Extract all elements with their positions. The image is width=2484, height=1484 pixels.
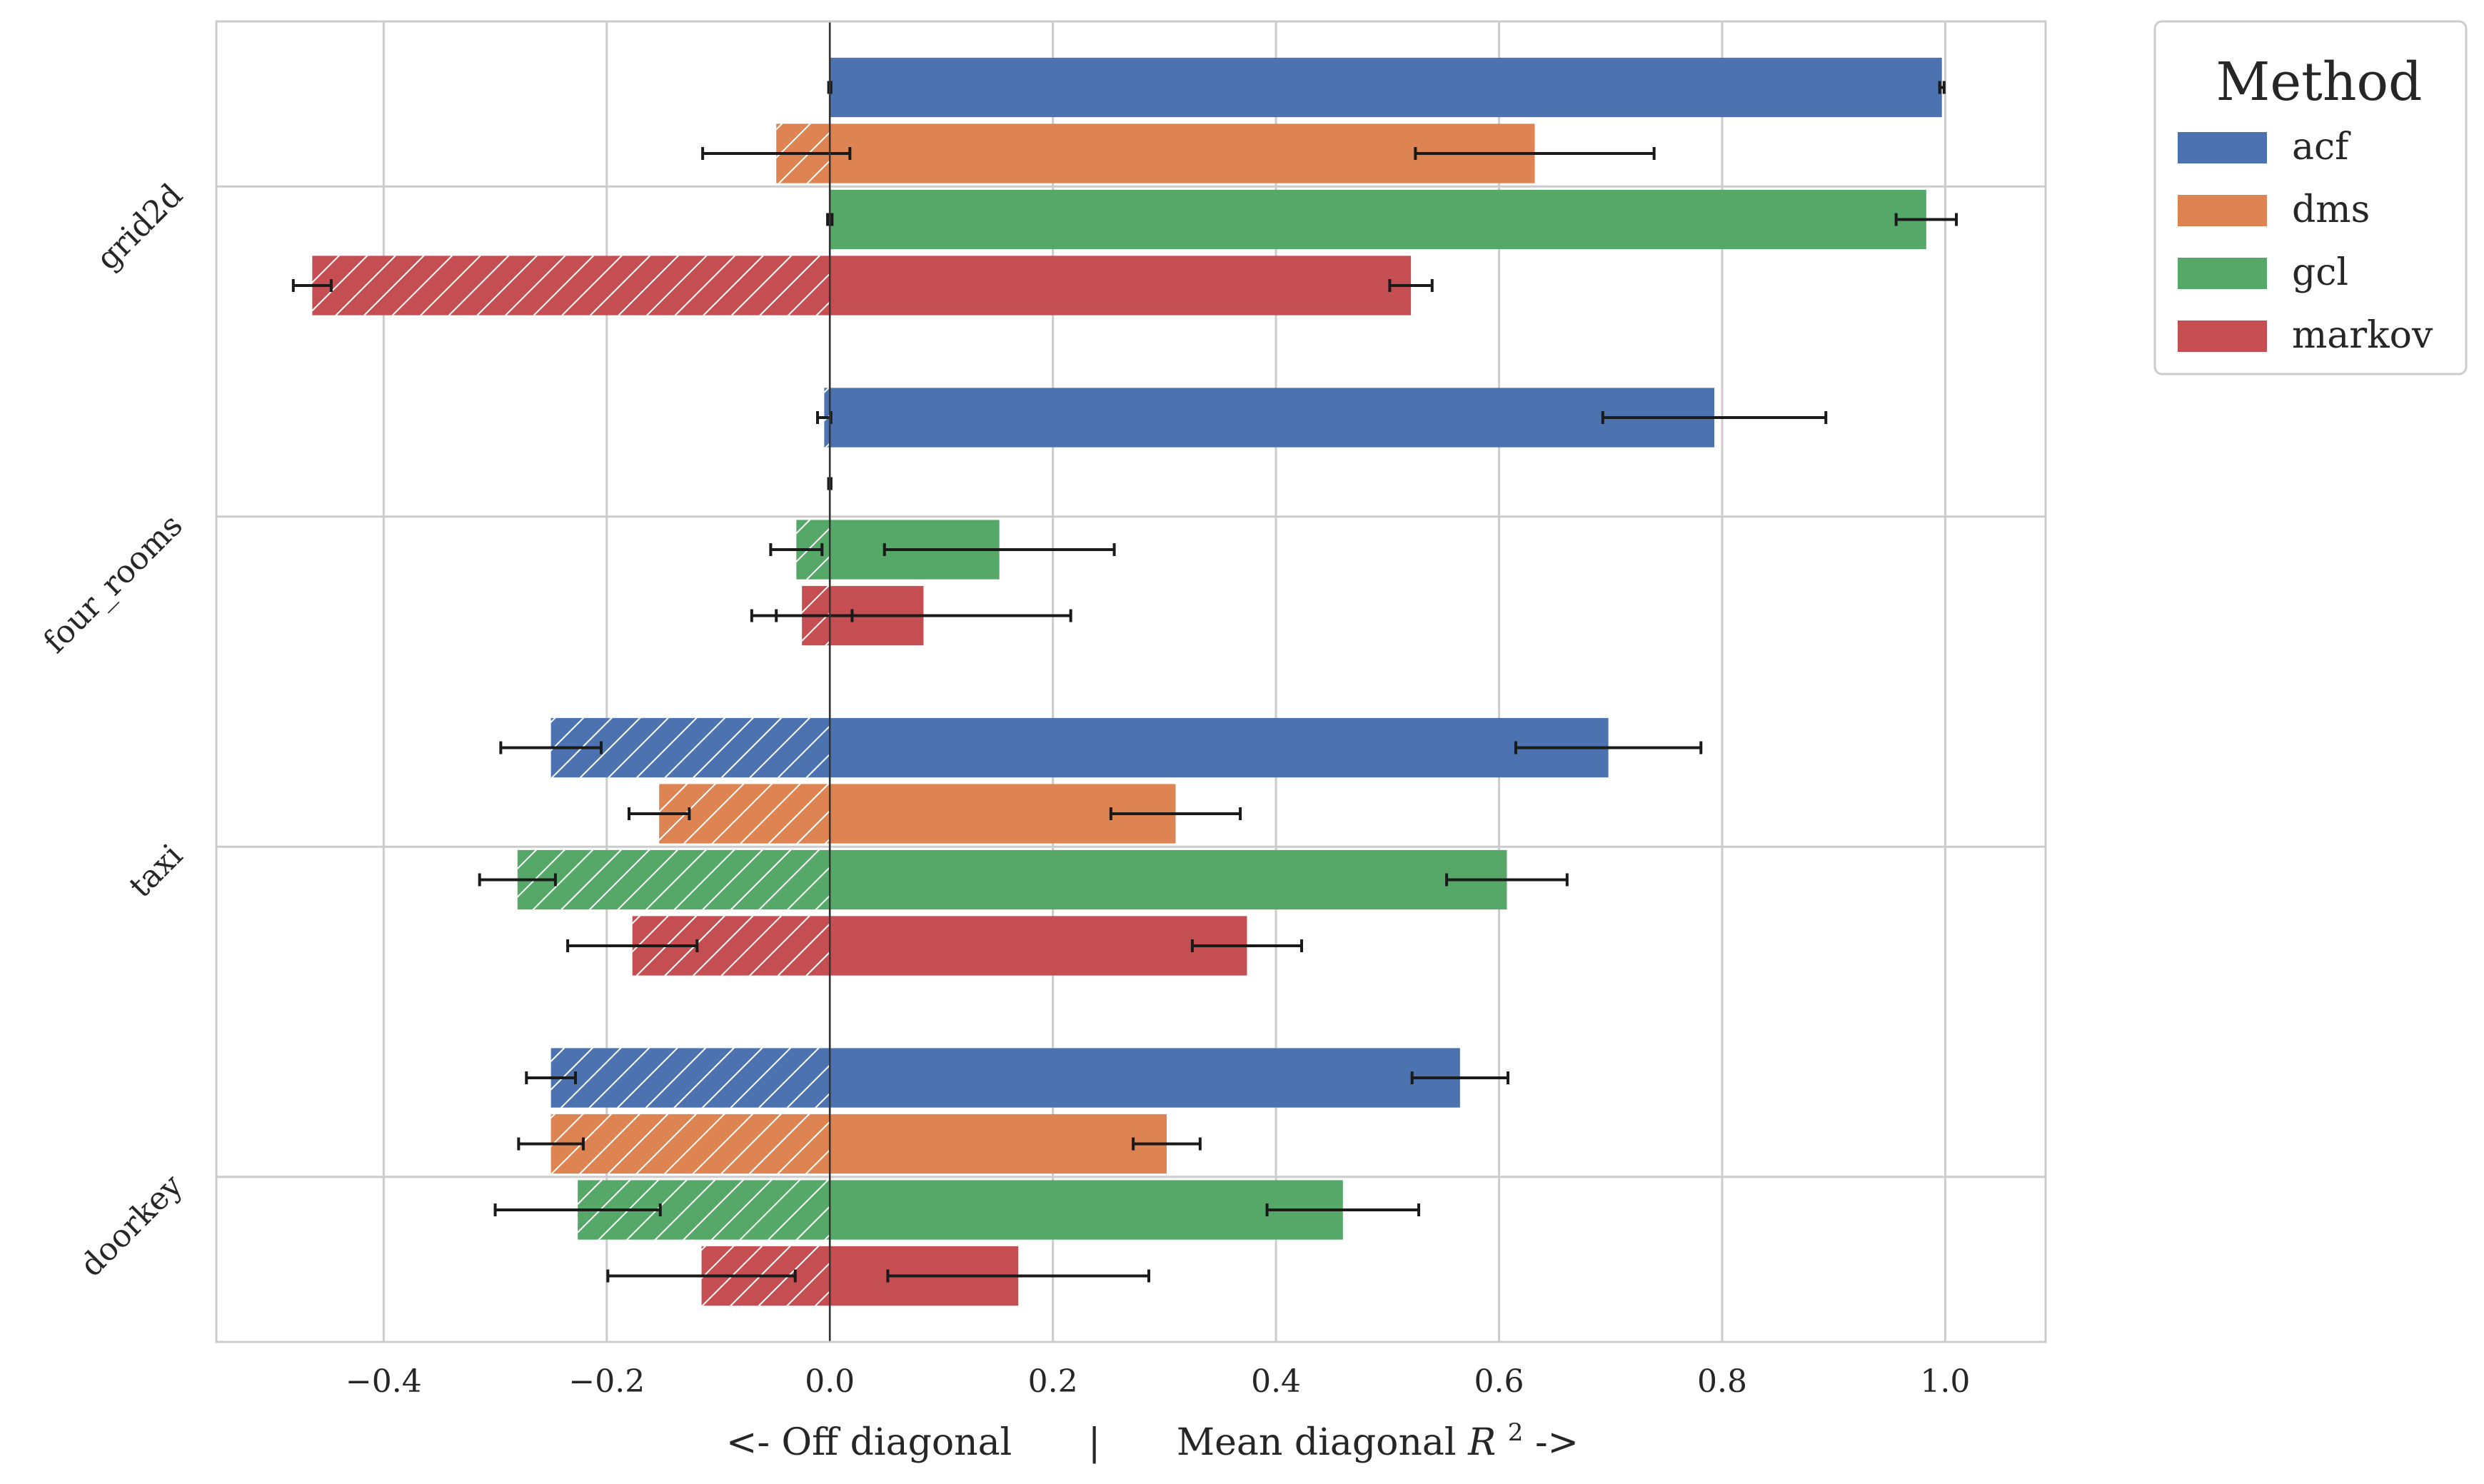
x-tick-label: 1.0 [1920, 1363, 1970, 1400]
errorbar-acf-four_rooms-off-diagonal [816, 411, 833, 424]
bar-gcl-doorkey-off-diagonal [578, 1180, 830, 1240]
errorbar-acf-taxi-diagonal [1514, 741, 1703, 754]
x-axis-label: <- Off diagonal | Mean diagonal R 2 -> [726, 1407, 1579, 1464]
legend-swatch-dms [2178, 195, 2267, 226]
bar-acf-grid2d-diagonal [830, 57, 1942, 118]
bar-markov-taxi-off-diagonal [632, 916, 830, 976]
errorbar-markov-taxi-diagonal [1190, 939, 1304, 952]
errorbar-dms-taxi-off-diagonal [628, 807, 691, 820]
legend-swatch-gcl [2178, 258, 2267, 289]
errorbar-dms-doorkey-off-diagonal [517, 1137, 585, 1151]
errorbar-markov-four_rooms-off-diagonal [750, 609, 854, 622]
errorbar-markov-doorkey-diagonal [886, 1269, 1150, 1283]
bar-acf-doorkey-diagonal [830, 1048, 1460, 1108]
bar-gcl-grid2d-diagonal [830, 189, 1926, 250]
category-label-grid2d: grid2d [89, 177, 189, 277]
legend-entry-acf: acf [2178, 126, 2351, 168]
error-bars [291, 81, 1958, 1283]
legend-swatch-markov [2178, 320, 2267, 352]
legend-entry-dms: dms [2178, 188, 2370, 231]
errorbar-acf-four_rooms-diagonal [1601, 411, 1828, 424]
bar-markov-grid2d-diagonal [830, 256, 1412, 316]
legend-swatch-acf [2178, 132, 2267, 163]
errorbar-dms-grid2d-off-diagonal [701, 147, 852, 160]
errorbar-dms-grid2d-diagonal [1414, 147, 1656, 160]
legend-title: Method [2216, 51, 2423, 113]
errorbar-markov-taxi-off-diagonal [566, 939, 699, 952]
bar-gcl-taxi-off-diagonal [517, 849, 830, 910]
x-axis-label-right-prefix: Mean diagonal [1177, 1421, 1468, 1464]
errorbar-dms-taxi-diagonal [1109, 807, 1242, 820]
x-axis-label-separator: | [1088, 1421, 1101, 1464]
x-tick-label: −0.4 [346, 1363, 422, 1400]
legend-label-acf: acf [2292, 126, 2351, 168]
errorbar-gcl-grid2d-diagonal [1894, 213, 1958, 226]
errorbar-gcl-taxi-diagonal [1445, 873, 1569, 887]
errorbar-gcl-doorkey-diagonal [1265, 1203, 1421, 1216]
x-axis-label-superscript: 2 [1508, 1418, 1524, 1447]
errorbar-acf-taxi-off-diagonal [499, 741, 603, 754]
category-label-doorkey: doorkey [74, 1167, 190, 1283]
legend-label-dms: dms [2292, 188, 2370, 231]
errorbar-markov-doorkey-off-diagonal [606, 1269, 797, 1283]
bar-acf-taxi-diagonal [830, 717, 1609, 778]
x-tick-label: −0.2 [568, 1363, 645, 1400]
errorbar-gcl-four_rooms-off-diagonal [769, 543, 824, 556]
bar-dms-doorkey-off-diagonal [550, 1114, 830, 1174]
bar-markov-grid2d-off-diagonal [312, 256, 830, 316]
bar-markov-taxi-diagonal [830, 916, 1247, 976]
bar-acf-four_rooms-diagonal [830, 388, 1715, 448]
legend-label-gcl: gcl [2292, 251, 2348, 294]
category-label-four_rooms: four_rooms [36, 507, 190, 660]
x-tick-label: 0.2 [1028, 1363, 1078, 1400]
errorbar-gcl-four_rooms-diagonal [883, 543, 1116, 556]
legend-label-markov: markov [2292, 314, 2433, 357]
legend-entry-markov: markov [2178, 314, 2433, 357]
bar-gcl-doorkey-diagonal [830, 1180, 1343, 1240]
bar-gcl-taxi-diagonal [830, 849, 1507, 910]
errorbar-gcl-taxi-off-diagonal [478, 873, 557, 887]
errorbar-markov-grid2d-diagonal [1388, 279, 1434, 292]
plot-frame [215, 20, 2047, 1343]
x-axis-label-right-suffix: -> [1535, 1421, 1579, 1464]
bars [312, 57, 1942, 1306]
x-tick-label: 0.4 [1251, 1363, 1301, 1400]
legend: Method acf dms gcl markov [2153, 20, 2468, 375]
legend-entry-gcl: gcl [2178, 251, 2348, 294]
x-axis-label-left: <- Off diagonal [726, 1421, 1012, 1464]
x-tick-label: 0.8 [1697, 1363, 1747, 1400]
errorbar-markov-grid2d-off-diagonal [291, 279, 333, 292]
x-tick-labels: −0.4 −0.2 0.0 0.2 0.4 0.6 0.8 1.0 [346, 1363, 1970, 1400]
errorbar-acf-doorkey-diagonal [1410, 1071, 1510, 1084]
errorbar-dms-doorkey-diagonal [1132, 1137, 1202, 1151]
category-label-taxi: taxi [122, 837, 190, 905]
x-tick-label: 0.0 [805, 1363, 855, 1400]
x-tick-label: 0.6 [1474, 1363, 1524, 1400]
legend-entries: acf dms gcl markov [2178, 126, 2433, 357]
bar-dms-doorkey-diagonal [830, 1114, 1167, 1174]
errorbar-gcl-doorkey-off-diagonal [493, 1203, 662, 1216]
x-axis-label-symbol: R [1467, 1421, 1496, 1464]
bar-acf-doorkey-off-diagonal [550, 1048, 830, 1108]
errorbar-acf-doorkey-off-diagonal [525, 1071, 578, 1084]
errorbar-acf-grid2d-diagonal [1938, 81, 1946, 94]
